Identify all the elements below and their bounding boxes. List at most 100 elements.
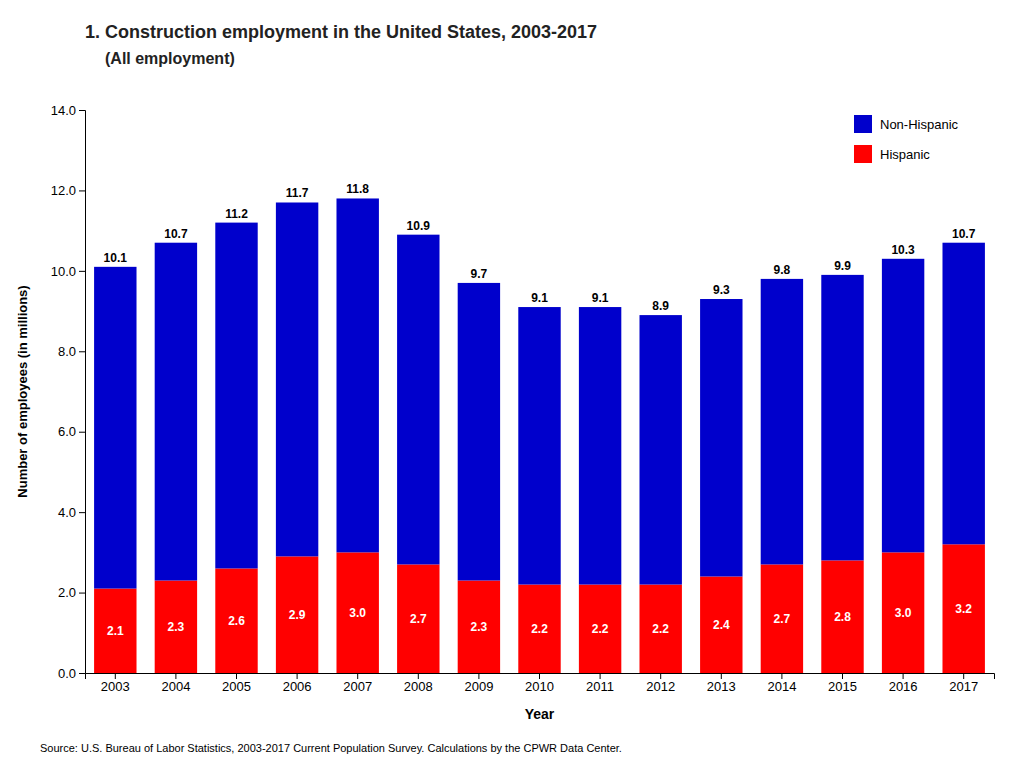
bar xyxy=(336,552,378,673)
x-tick-mark xyxy=(903,673,904,679)
legend-entry: Non-Hispanic xyxy=(854,115,959,133)
data-label: 3.2 xyxy=(955,602,972,616)
bar xyxy=(94,267,136,589)
x-tick: 2017 xyxy=(949,673,978,694)
bar xyxy=(155,581,197,673)
x-tick-label: 2005 xyxy=(222,679,251,694)
x-tick: 2011 xyxy=(586,673,614,694)
bar xyxy=(518,307,560,584)
bar xyxy=(821,560,863,673)
data-label: 2.4 xyxy=(713,618,730,632)
bar xyxy=(639,315,681,584)
x-tick-label: 2010 xyxy=(525,679,554,694)
x-tick: 2005 xyxy=(222,673,251,694)
x-tick: 2015 xyxy=(828,673,857,694)
bar xyxy=(458,581,500,673)
y-tick: 14.0 xyxy=(51,103,85,118)
y-tick-label: 12.0 xyxy=(51,183,76,198)
data-label: 2.2 xyxy=(652,622,669,636)
data-label: 2.7 xyxy=(410,612,427,626)
legend-label: Hispanic xyxy=(880,147,930,162)
data-label: 2.8 xyxy=(834,610,851,624)
x-tick-label: 2013 xyxy=(707,679,736,694)
y-tick: 2.0 xyxy=(58,585,85,600)
total-label: 9.3 xyxy=(713,283,730,297)
bar xyxy=(579,585,621,673)
y-axis-line xyxy=(79,111,86,674)
x-tick-mark xyxy=(842,673,843,679)
total-label: 11.8 xyxy=(346,182,369,196)
bar xyxy=(700,576,742,673)
data-label: 2.3 xyxy=(471,620,488,634)
x-tick-label: 2016 xyxy=(889,679,918,694)
y-tick-mark xyxy=(79,593,85,594)
y-tick-mark xyxy=(79,432,85,433)
x-tick-label: 2012 xyxy=(646,679,675,694)
bar xyxy=(155,243,197,581)
x-tick-mark xyxy=(963,673,964,679)
x-tick: 2013 xyxy=(707,673,736,694)
y-tick: 12.0 xyxy=(51,183,85,198)
x-tick-mark xyxy=(539,673,540,679)
total-label: 10.9 xyxy=(407,219,431,233)
chart-svg: 1. Construction employment in the United… xyxy=(0,0,1024,768)
data-label: 2.3 xyxy=(168,620,185,634)
bar xyxy=(761,279,803,565)
x-tick: 2008 xyxy=(404,673,433,694)
bar xyxy=(276,556,318,673)
data-label: 2.7 xyxy=(774,612,791,626)
total-label: 9.1 xyxy=(592,291,609,305)
y-axis-title: Number of employees (in millions) xyxy=(15,285,30,497)
x-tick: 2014 xyxy=(767,673,796,694)
x-tick: 2009 xyxy=(464,673,493,694)
x-tick-mark xyxy=(660,673,661,679)
bar xyxy=(518,585,560,673)
x-tick-mark xyxy=(357,673,358,679)
data-labels: 2.12.32.62.93.02.72.32.22.22.22.42.72.83… xyxy=(104,182,976,638)
y-axis: 0.02.04.06.08.010.012.014.0 xyxy=(51,103,86,681)
data-label: 3.0 xyxy=(895,606,912,620)
data-label: 3.0 xyxy=(349,606,366,620)
x-tick-label: 2003 xyxy=(101,679,130,694)
y-tick: 10.0 xyxy=(51,264,85,279)
total-label: 10.7 xyxy=(164,227,188,241)
bar xyxy=(94,589,136,673)
bar xyxy=(882,552,924,673)
chart-container: 1. Construction employment in the United… xyxy=(0,0,1024,768)
x-tick-mark xyxy=(418,673,419,679)
y-tick: 4.0 xyxy=(58,505,85,520)
total-label: 11.7 xyxy=(286,186,309,200)
x-tick: 2016 xyxy=(889,673,918,694)
x-tick: 2004 xyxy=(161,673,190,694)
bar xyxy=(882,259,924,553)
total-label: 11.2 xyxy=(225,207,248,221)
y-tick-mark xyxy=(79,190,85,191)
bar xyxy=(215,568,257,673)
data-label: 2.6 xyxy=(228,614,245,628)
title: 1. Construction employment in the United… xyxy=(85,22,597,42)
total-label: 9.7 xyxy=(471,267,488,281)
x-tick: 2007 xyxy=(343,673,372,694)
total-label: 8.9 xyxy=(652,299,669,313)
x-tick-label: 2011 xyxy=(586,679,614,694)
y-tick-mark xyxy=(79,512,85,513)
data-label: 2.2 xyxy=(531,622,548,636)
y-tick-label: 8.0 xyxy=(58,344,76,359)
x-axis-line xyxy=(86,674,995,680)
x-tick-mark xyxy=(781,673,782,679)
legend-swatch xyxy=(854,115,872,133)
x-tick-mark xyxy=(236,673,237,679)
total-label: 10.3 xyxy=(891,243,915,257)
plot-area: 2003 2004 2005 2006 2007 2008 2009 2010 2011 2012… xyxy=(15,103,995,722)
y-tick-label: 10.0 xyxy=(51,264,76,279)
x-tick-mark xyxy=(721,673,722,679)
x-tick-mark xyxy=(478,673,479,679)
x-tick-label: 2006 xyxy=(283,679,312,694)
y-tick-label: 6.0 xyxy=(58,424,76,439)
x-tick-mark xyxy=(600,673,601,679)
x-tick-mark xyxy=(115,673,116,679)
annotation: Source: U.S. Bureau of Labor Statistics,… xyxy=(40,742,622,754)
bar xyxy=(458,283,500,581)
x-axis-title: Year xyxy=(525,706,555,722)
bar xyxy=(397,235,439,565)
